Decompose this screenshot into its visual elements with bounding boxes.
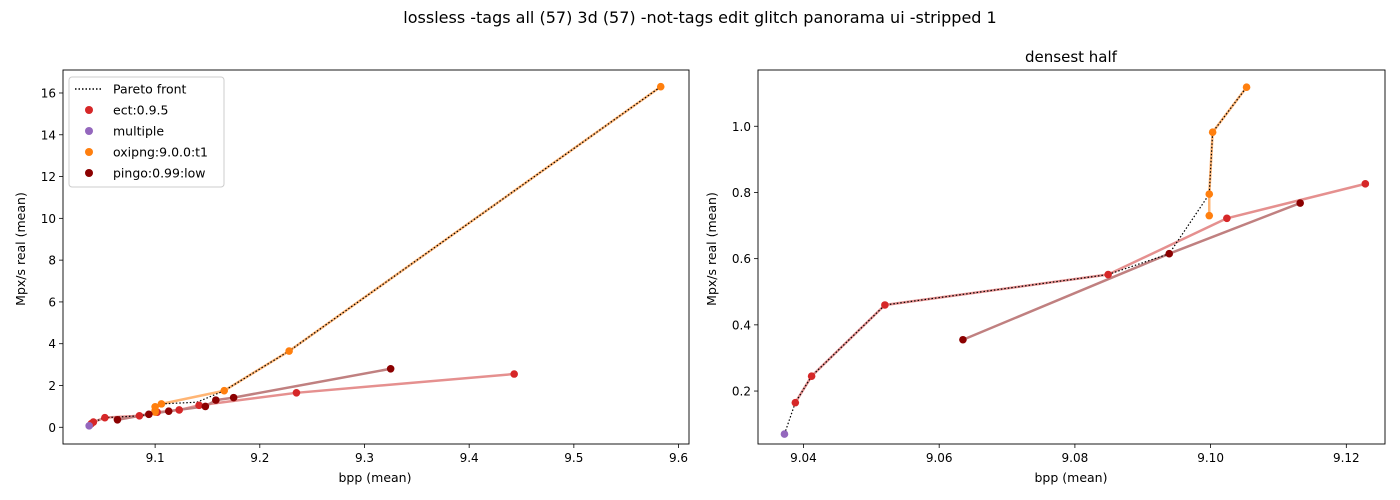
- left-y-tick-label: 2: [48, 379, 56, 393]
- left-y-tick-label: 16: [41, 86, 56, 100]
- right-point-oxipng-9-0-0-t1: [1208, 128, 1217, 137]
- left-y-tick-label: 14: [41, 128, 56, 142]
- legend-marker-multiple: [85, 127, 93, 135]
- right-point-ect-0-9-5: [791, 398, 800, 407]
- left-point-oxipng-9-0-0-t1: [157, 400, 166, 408]
- left-point-oxipng-9-0-0-t1: [151, 403, 159, 411]
- legend-marker-pingo: [85, 169, 93, 177]
- left-point-oxipng-9-0-0-t1: [220, 386, 229, 395]
- right-point-pingo-0-99-low: [1165, 249, 1174, 258]
- left-point-ect-0-9-5: [175, 406, 183, 414]
- right-x-tick-label: 9.12: [1333, 451, 1360, 465]
- left-point-pingo-0-99-low: [229, 393, 238, 402]
- legend: Pareto front ect:0.9.5 multiple oxipng:9…: [68, 76, 225, 188]
- right-x-tick-label: 9.06: [926, 451, 953, 465]
- left-point-oxipng-9-0-0-t1: [285, 347, 293, 355]
- left-series-line-oxipng-9-0-0-t1: [153, 85, 662, 413]
- right-plot-area: [780, 83, 1370, 438]
- left-x-tick-label: 9.6: [669, 451, 688, 465]
- left-y-axis-label: Mpx/s real (mean): [13, 192, 28, 306]
- legend-label-multiple: multiple: [113, 124, 164, 139]
- legend-marker-ect: [85, 106, 93, 114]
- left-point-pingo-0-99-low: [386, 364, 395, 373]
- right-x-tick-label: 9.10: [1197, 451, 1224, 465]
- left-plot-area: [85, 82, 665, 430]
- right-y-tick-label: 0.8: [732, 186, 751, 200]
- right-point-multiple: [780, 430, 789, 438]
- left-point-pingo-0-99-low: [212, 396, 220, 404]
- left-y-tick-label: 12: [41, 170, 56, 184]
- left-point-pingo-0-99-low: [201, 402, 210, 411]
- legend-label-ect: ect:0.9.5: [113, 103, 168, 118]
- right-point-ect-0-9-5: [1223, 214, 1231, 223]
- left-point-pingo-0-99-low: [145, 410, 153, 419]
- right-point-oxipng-9-0-0-t1: [1242, 83, 1251, 92]
- left-point-multiple: [85, 422, 93, 430]
- left-series-line-ect-0-9-5: [90, 372, 515, 425]
- left-point-ect-0-9-5: [292, 389, 301, 397]
- left-y-tick-label: 0: [48, 421, 56, 435]
- legend-label-oxipng: oxipng:9.0.0:t1: [113, 145, 208, 160]
- right-point-oxipng-9-0-0-t1: [1205, 211, 1214, 220]
- right-point-ect-0-9-5: [807, 372, 816, 380]
- legend-box: [68, 76, 225, 188]
- right-y-tick-label: 0.4: [732, 318, 751, 332]
- left-panel: bpp (mean) Mpx/s real (mean) 9.1 9.2 9.3 9.…: [13, 69, 690, 485]
- left-point-pingo-0-99-low: [164, 407, 173, 415]
- left-point-oxipng-9-0-0-t1: [656, 82, 665, 91]
- right-series-line-oxipng-9-0-0-t1: [1208, 86, 1248, 216]
- left-point-pingo-0-99-low: [113, 415, 122, 424]
- left-y-tick-label: 6: [48, 295, 56, 309]
- right-y-tick-label: 1.0: [732, 120, 751, 134]
- right-panel-title: densest half: [1025, 48, 1118, 66]
- right-point-pingo-0-99-low: [1296, 199, 1304, 207]
- legend-pareto-label: Pareto front: [113, 82, 187, 97]
- left-x-tick-label: 9.3: [355, 451, 374, 465]
- left-point-ect-0-9-5: [195, 401, 203, 410]
- left-x-tick-label: 9.5: [564, 451, 583, 465]
- left-x-tick-label: 9.4: [460, 451, 479, 465]
- right-panel: densest half bpp (mean) Mpx/s real (mean…: [704, 48, 1386, 485]
- right-y-tick-label: 0.2: [732, 385, 751, 399]
- left-x-axis-label: bpp (mean): [339, 470, 412, 485]
- left-point-ect-0-9-5: [101, 413, 109, 422]
- right-x-tick-label: 9.04: [790, 451, 817, 465]
- legend-marker-oxipng: [85, 148, 93, 156]
- left-x-tick-label: 9.2: [250, 451, 269, 465]
- right-series-line-pingo-0-99-low: [962, 201, 1301, 341]
- right-point-ect-0-9-5: [1104, 270, 1112, 279]
- right-point-ect-0-9-5: [1361, 180, 1370, 188]
- right-x-axis-label: bpp (mean): [1035, 470, 1108, 485]
- left-point-ect-0-9-5: [510, 370, 518, 378]
- right-series-line-ect-0-9-5: [794, 182, 1366, 404]
- left-axes-frame: [62, 69, 690, 445]
- figure-title: lossless -tags all (57) 3d (57) -not-tag…: [403, 8, 996, 27]
- right-pareto-front-line: [783, 86, 1248, 435]
- right-y-tick-label: 0.6: [732, 252, 751, 266]
- left-x-tick-label: 9.1: [146, 451, 165, 465]
- left-y-tick-label: 8: [48, 254, 56, 268]
- left-y-tick-label: 10: [41, 212, 56, 226]
- left-y-tick-label: 4: [48, 337, 56, 351]
- left-point-ect-0-9-5: [135, 411, 144, 420]
- right-y-axis-label: Mpx/s real (mean): [704, 192, 719, 306]
- right-point-pingo-0-99-low: [959, 335, 967, 344]
- right-point-ect-0-9-5: [881, 301, 889, 309]
- right-axes-frame: [757, 69, 1386, 445]
- legend-label-pingo: pingo:0.99:low: [113, 166, 206, 181]
- right-x-tick-label: 9.08: [1062, 451, 1089, 465]
- right-point-oxipng-9-0-0-t1: [1205, 190, 1214, 198]
